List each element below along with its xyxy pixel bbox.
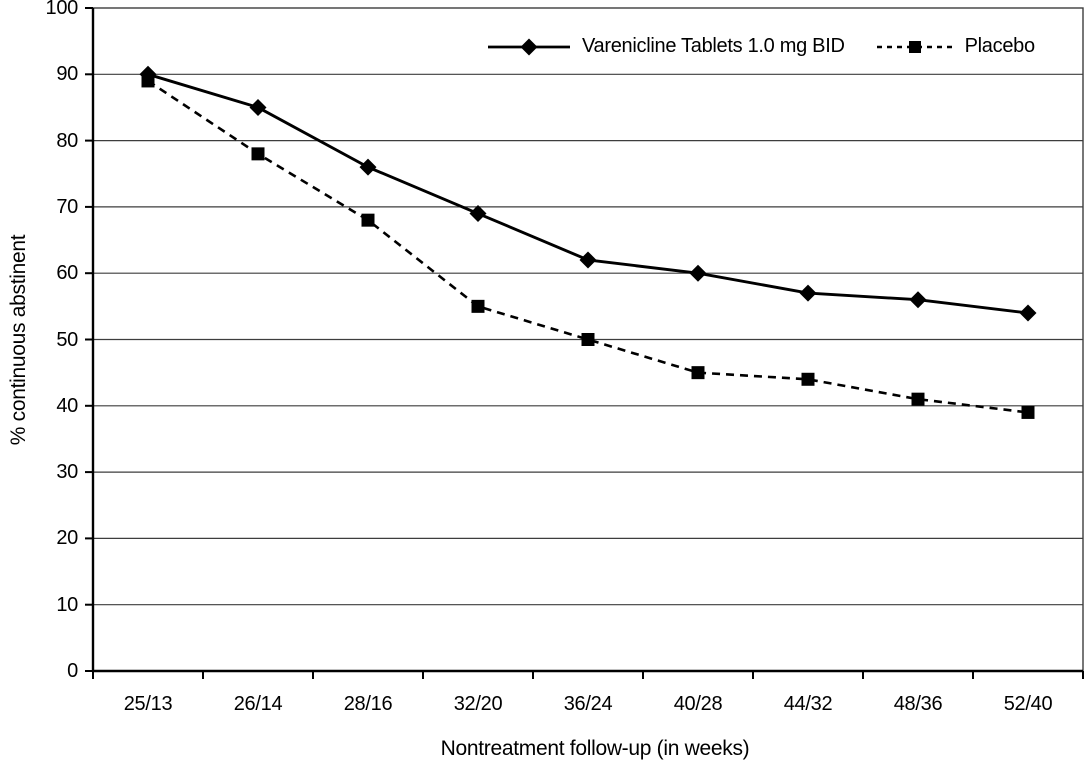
y-tick-label: 90: [56, 63, 78, 86]
y-tick-label: 100: [45, 0, 79, 19]
x-tick-label: 28/16: [343, 693, 393, 715]
y-tick-label: 50: [56, 328, 78, 351]
x-tick-label: 40/28: [673, 693, 723, 715]
y-tick-label: 30: [56, 461, 78, 484]
y-tick-label: 10: [56, 593, 78, 616]
x-tick-label: 25/13: [123, 693, 173, 715]
data-point-diamond: [469, 205, 487, 223]
data-point-diamond: [249, 98, 267, 116]
legend-item-varenicline: Varenicline Tablets 1.0 mg BID: [486, 35, 845, 58]
data-point-square: [581, 333, 595, 346]
data-point-square: [801, 372, 815, 386]
data-point-square: [361, 213, 375, 227]
data-point-diamond: [909, 291, 927, 309]
data-point-diamond: [579, 251, 597, 269]
data-point-square: [471, 299, 485, 313]
legend-sample-dashed-square-icon: [876, 40, 953, 53]
y-tick-label: 70: [56, 195, 78, 218]
y-tick-label: 0: [67, 660, 78, 682]
data-point-diamond: [799, 284, 817, 302]
data-point-square: [1021, 405, 1035, 419]
y-tick-label: 20: [56, 527, 78, 550]
legend-label-placebo: Placebo: [964, 35, 1035, 57]
legend-sample-solid-diamond-icon: [488, 38, 570, 55]
data-point-diamond: [689, 264, 707, 282]
x-tick-label: 26/14: [233, 693, 283, 715]
x-tick-label: 44/32: [783, 693, 833, 715]
y-tick-label: 40: [56, 394, 78, 417]
data-point-square: [141, 74, 155, 88]
x-axis-title: Nontreatment follow-up (in weeks): [440, 737, 750, 760]
data-point-square: [911, 392, 925, 406]
legend-label-varenicline: Varenicline Tablets 1.0 mg BID: [582, 35, 845, 57]
x-tick-label: 36/24: [563, 693, 613, 715]
data-point-square: [251, 147, 265, 161]
legend-item-placebo: Placebo: [875, 35, 1035, 58]
series-line-1: [147, 79, 1029, 414]
x-tick-label: 48/36: [893, 693, 943, 715]
series-line-0: [147, 72, 1029, 315]
y-tick-label: 60: [56, 262, 78, 285]
x-tick-label: 52/40: [1003, 693, 1053, 715]
y-tick-label: 80: [56, 129, 78, 152]
data-point-diamond: [1019, 304, 1037, 322]
data-point-square: [691, 366, 705, 380]
x-tick-label: 32/20: [453, 693, 503, 715]
legend: Varenicline Tablets 1.0 mg BID Placebo: [486, 35, 1035, 58]
data-point-diamond: [359, 158, 377, 176]
